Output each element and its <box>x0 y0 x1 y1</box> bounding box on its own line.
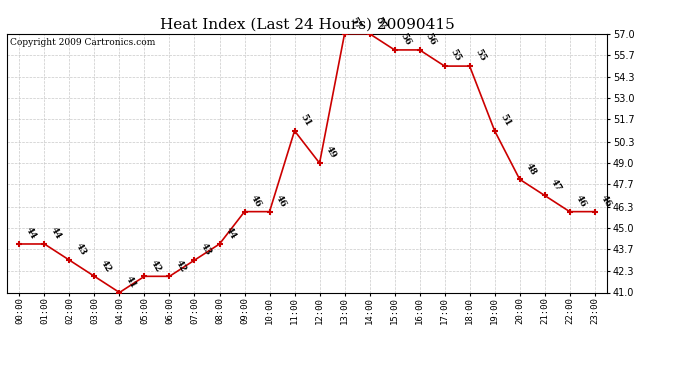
Text: 51: 51 <box>299 112 313 128</box>
Text: 44: 44 <box>23 226 38 241</box>
Text: 56: 56 <box>424 32 438 47</box>
Text: 57: 57 <box>374 16 388 31</box>
Text: Copyright 2009 Cartronics.com: Copyright 2009 Cartronics.com <box>10 38 155 46</box>
Text: 44: 44 <box>224 226 238 241</box>
Text: 43: 43 <box>74 242 88 257</box>
Text: 57: 57 <box>348 16 363 31</box>
Text: 44: 44 <box>48 226 63 241</box>
Text: 42: 42 <box>148 258 163 273</box>
Text: 48: 48 <box>524 161 538 177</box>
Text: 51: 51 <box>499 112 513 128</box>
Text: 55: 55 <box>474 48 488 63</box>
Text: 41: 41 <box>124 274 138 290</box>
Text: 46: 46 <box>574 194 588 209</box>
Title: Heat Index (Last 24 Hours) 20090415: Heat Index (Last 24 Hours) 20090415 <box>159 17 455 31</box>
Text: 49: 49 <box>324 145 338 160</box>
Text: 42: 42 <box>99 258 112 273</box>
Text: 46: 46 <box>599 194 613 209</box>
Text: 47: 47 <box>549 177 563 193</box>
Text: 42: 42 <box>174 258 188 273</box>
Text: 46: 46 <box>274 194 288 209</box>
Text: 43: 43 <box>199 242 213 257</box>
Text: 46: 46 <box>248 194 263 209</box>
Text: 56: 56 <box>399 32 413 47</box>
Text: 55: 55 <box>448 48 463 63</box>
